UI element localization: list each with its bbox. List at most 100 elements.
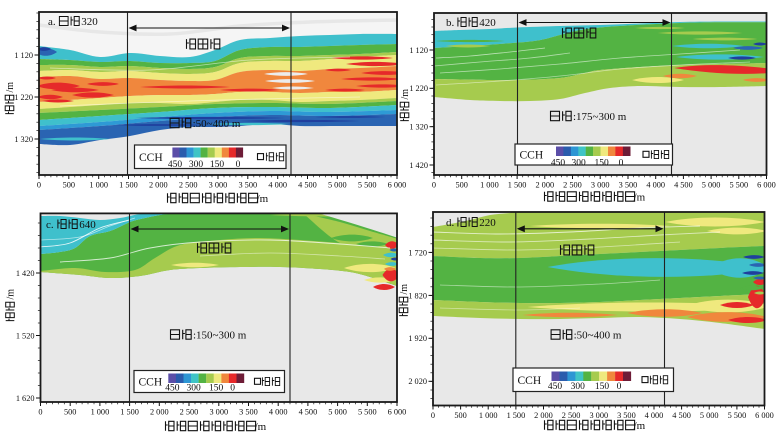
svg-text:2 000: 2 000 [535,181,554,190]
svg-text:1 000: 1 000 [91,408,110,417]
svg-text:500: 500 [454,411,466,420]
svg-text:0: 0 [236,160,241,170]
svg-text:1 120: 1 120 [409,46,428,55]
svg-text::175~300 m: :175~300 m [573,111,627,123]
svg-text:1 000: 1 000 [89,181,108,190]
svg-text:2 000: 2 000 [149,181,168,190]
svg-text:3 500: 3 500 [238,181,257,190]
svg-text:1 920: 1 920 [408,334,427,343]
svg-text:300: 300 [571,382,586,392]
svg-text:640: 640 [79,219,96,231]
svg-text:1 220: 1 220 [409,84,428,93]
svg-text:0: 0 [432,181,436,190]
svg-text:5 500: 5 500 [729,181,748,190]
svg-text:6 000: 6 000 [388,408,407,417]
svg-text:150: 150 [210,160,225,170]
svg-text:300: 300 [571,159,586,169]
svg-text:220: 220 [479,217,496,229]
svg-text:5 000: 5 000 [702,181,721,190]
svg-text:4 000: 4 000 [269,408,288,417]
svg-text:3 000: 3 000 [209,408,228,417]
svg-text:/m: /m [400,89,411,100]
svg-text:4 000: 4 000 [268,181,287,190]
svg-text:1 320: 1 320 [14,135,33,144]
svg-text:1 500: 1 500 [119,181,138,190]
svg-text:450: 450 [168,160,183,170]
svg-text:6 000: 6 000 [755,411,774,420]
svg-text:1 620: 1 620 [16,394,35,403]
svg-text:CCH: CCH [518,375,542,387]
svg-text:1 000: 1 000 [480,181,499,190]
svg-text:4 000: 4 000 [645,411,664,420]
svg-text:5 000: 5 000 [700,411,719,420]
svg-text:2 020: 2 020 [408,377,427,386]
svg-text:450: 450 [165,384,180,394]
svg-text:450: 450 [548,382,563,392]
svg-text:1 420: 1 420 [16,269,35,278]
svg-text:500: 500 [64,408,76,417]
svg-text:/m: /m [257,193,269,205]
svg-text:CCH: CCH [520,150,544,162]
svg-text:6 000: 6 000 [757,181,776,190]
svg-text:0: 0 [37,181,41,190]
svg-text:2 000: 2 000 [534,411,553,420]
svg-text:5 500: 5 500 [358,181,377,190]
svg-text:0: 0 [617,382,622,392]
svg-text:d.: d. [446,217,455,229]
svg-text:1 500: 1 500 [120,408,139,417]
svg-text:2 000: 2 000 [150,408,169,417]
svg-text:150: 150 [595,382,610,392]
svg-text:/m: /m [634,420,646,432]
svg-text:500: 500 [455,181,467,190]
svg-text:3 500: 3 500 [239,408,258,417]
svg-text:2 500: 2 500 [563,181,582,190]
svg-text:2 500: 2 500 [179,181,198,190]
svg-text:1 000: 1 000 [479,411,498,420]
svg-text:150: 150 [209,384,224,394]
svg-text:1 500: 1 500 [508,181,527,190]
svg-text:500: 500 [63,181,75,190]
svg-text:a.: a. [48,16,56,28]
svg-text:/m: /m [255,421,267,433]
svg-text:3 000: 3 000 [591,181,610,190]
svg-text:1 320: 1 320 [409,123,428,132]
svg-text:5 000: 5 000 [328,408,347,417]
svg-text:CCH: CCH [139,377,163,389]
svg-text::50~400 m: :50~400 m [574,329,622,341]
svg-text:1 820: 1 820 [408,291,427,300]
svg-text:1 220: 1 220 [14,93,33,102]
svg-text:300: 300 [189,160,204,170]
svg-text:420: 420 [479,17,496,29]
svg-text:6 000: 6 000 [388,181,407,190]
svg-text:3 000: 3 000 [589,411,608,420]
svg-text:5 000: 5 000 [328,181,347,190]
svg-text:c.: c. [46,219,54,231]
svg-text:150: 150 [594,159,609,169]
svg-text::50~400 m: :50~400 m [193,118,241,130]
svg-text:CCH: CCH [139,152,163,164]
svg-text::150~300 m: :150~300 m [193,329,247,341]
svg-text:450: 450 [551,159,566,169]
svg-text:0: 0 [619,159,624,169]
svg-text:/m: /m [6,289,17,300]
svg-text:/m: /m [634,192,646,204]
svg-text:4 500: 4 500 [299,408,318,417]
svg-text:3 500: 3 500 [617,411,636,420]
svg-text:2 500: 2 500 [180,408,199,417]
svg-text:1 420: 1 420 [409,161,428,170]
svg-text:0: 0 [38,408,42,417]
svg-text:320: 320 [81,16,98,28]
svg-text:3 500: 3 500 [619,181,638,190]
svg-text:b.: b. [446,17,455,29]
svg-text:/m: /m [399,284,410,295]
svg-text:5 500: 5 500 [728,411,747,420]
svg-text:0: 0 [230,384,235,394]
svg-text:300: 300 [186,384,201,394]
svg-text:4 500: 4 500 [672,411,691,420]
svg-text:3 000: 3 000 [209,181,228,190]
svg-text:1 520: 1 520 [16,331,35,340]
svg-text:4 000: 4 000 [646,181,665,190]
svg-text:/m: /m [5,82,16,93]
svg-text:1 120: 1 120 [14,51,33,60]
svg-text:4 500: 4 500 [674,181,693,190]
